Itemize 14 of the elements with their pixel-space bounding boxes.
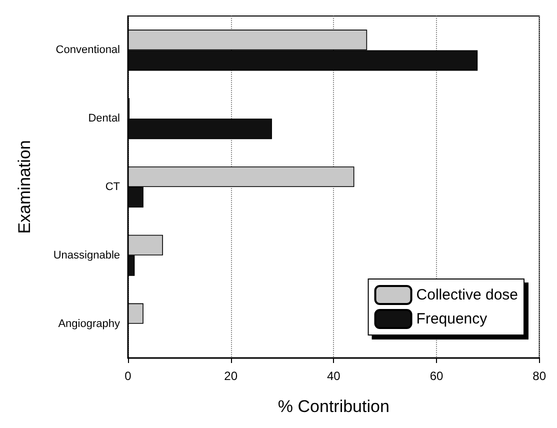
x-tick-label: 60 (430, 369, 444, 383)
legend-label: Collective dose (416, 286, 518, 304)
y-tick-label: Angiography (58, 318, 120, 330)
x-axis-title: % Contribution (278, 397, 390, 416)
x-tick-label: 20 (224, 369, 238, 383)
y-tick-label: Unassignable (53, 249, 120, 262)
x-tick-label: 0 (124, 369, 132, 383)
x-tick-label: 40 (326, 369, 341, 383)
y-axis-title: Examination (15, 140, 34, 234)
y-tick-label: CT (105, 181, 120, 193)
x-tick-label: 80 (532, 369, 546, 383)
y-tick-label: Dental (88, 112, 120, 125)
y-tick-label: Conventional (56, 44, 120, 56)
legend-label: Frequency (416, 310, 488, 328)
